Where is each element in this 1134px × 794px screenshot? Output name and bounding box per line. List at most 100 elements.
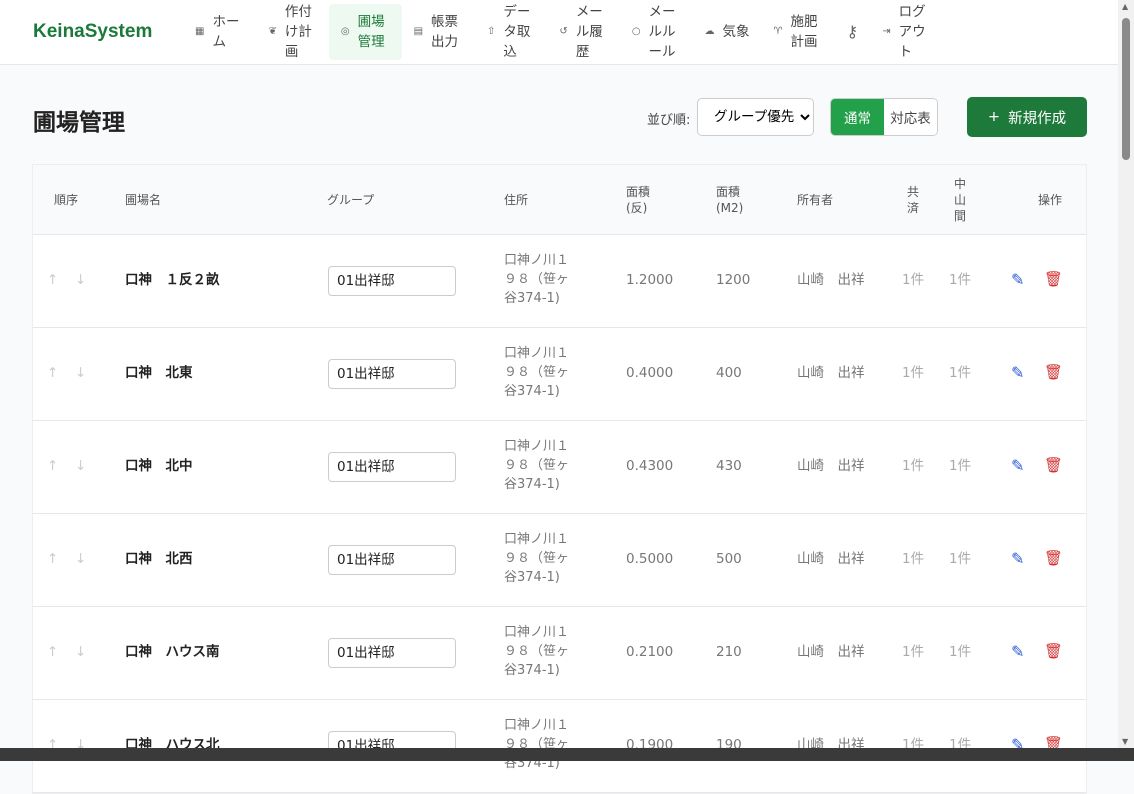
move-up-icon[interactable]: ↑ <box>47 551 59 567</box>
delete-trash-icon[interactable]: 🗑 <box>1044 549 1064 567</box>
delete-trash-icon[interactable]: 🗑 <box>1044 642 1064 660</box>
column-header: 面積 (M2) <box>716 185 744 215</box>
edit-pencil-icon[interactable]: ✎ <box>1011 270 1025 289</box>
nav-item-3[interactable]: ▤ 帳票出力 <box>402 4 475 60</box>
kyosai-count[interactable]: 1件 <box>902 644 925 660</box>
nav-item-7[interactable]: ☁ 気象 <box>693 4 762 60</box>
nav-item-0[interactable]: ▦ ホーム <box>183 4 256 60</box>
table-row: ↑ ↓ 口神 北中 01出祥邸 口神ノ川１９８（笹ヶ谷374-1) 0.4300… <box>33 421 1086 514</box>
view-normal-button[interactable]: 通常 <box>831 99 884 135</box>
table-header: 順序 圃場名 グループ 住所 面積 (反) 面積 (M2) 所有者 共 済 中 山 間 操作 <box>33 165 1086 235</box>
nav-item-4[interactable]: ⇧ データ取込 <box>475 4 547 60</box>
chusankan-count[interactable]: 1件 <box>949 551 972 567</box>
nav-item-9[interactable]: ⚷ <box>835 4 871 60</box>
brand-logo[interactable]: KeinaSystem <box>33 21 153 42</box>
nav-item-8[interactable]: ♈ 施肥計画 <box>762 4 835 60</box>
kyosai-count[interactable]: 1件 <box>902 458 925 474</box>
area-tan: 0.4300 <box>626 458 674 474</box>
move-down-icon[interactable]: ↓ <box>75 458 87 474</box>
view-mapping-button[interactable]: 対応表 <box>884 99 937 135</box>
sort-label: 並び順: <box>647 113 691 128</box>
group-input[interactable]: 01出祥邸 <box>328 545 456 575</box>
nav-label: 施肥計画 <box>790 14 818 50</box>
group-input[interactable]: 01出祥邸 <box>328 266 456 296</box>
owner: 山崎 出祥 <box>797 644 865 660</box>
area-m2: 500 <box>716 551 742 567</box>
sprout-icon: ♈ <box>773 26 783 37</box>
move-down-icon[interactable]: ↓ <box>75 365 87 381</box>
move-down-icon[interactable]: ↓ <box>75 272 87 288</box>
owner: 山崎 出祥 <box>797 458 865 474</box>
column-header: 所有者 <box>797 193 834 207</box>
kyosai-count[interactable]: 1件 <box>902 551 925 567</box>
edit-pencil-icon[interactable]: ✎ <box>1011 456 1025 475</box>
field-name[interactable]: 口神 １反２畝 <box>125 272 220 288</box>
nav-label: 圃場管理 <box>357 14 385 50</box>
owner: 山崎 出祥 <box>797 551 865 567</box>
kyosai-count[interactable]: 1件 <box>902 272 925 288</box>
chusankan-count[interactable]: 1件 <box>949 272 972 288</box>
field-name[interactable]: 口神 ハウス南 <box>125 644 220 660</box>
top-nav: KeinaSystem ▦ ホーム ❦ 作付け計画 ◎ 圃場管理 ▤ 帳票出力 ⇧ データ取込 ↺ メ… <box>0 0 1118 65</box>
nav-label: ログアウト <box>898 4 926 60</box>
nav-item-5[interactable]: ↺ メール履歴 <box>547 4 619 60</box>
scrollbar[interactable]: ▲ ▼ <box>1118 0 1134 748</box>
kyosai-count[interactable]: 1件 <box>902 365 925 381</box>
table-row: ↑ ↓ 口神 １反２畝 01出祥邸 口神ノ川１９８（笹ヶ谷374-1) 1.20… <box>33 235 1086 328</box>
edit-pencil-icon[interactable]: ✎ <box>1011 549 1025 568</box>
nav-item-2[interactable]: ◎ 圃場管理 <box>328 4 402 60</box>
nav-label: データ取込 <box>503 4 531 60</box>
sort-select[interactable]: グループ優先 <box>697 98 814 136</box>
column-header: 圃場名 <box>125 193 162 207</box>
nav-item-6[interactable]: ○ メールルール <box>620 4 693 60</box>
column-header: 共 済 <box>907 185 920 215</box>
column-header: 順序 <box>54 193 79 207</box>
field-name[interactable]: 口神 北東 <box>125 365 193 381</box>
new-create-button[interactable]: + 新規作成 <box>967 97 1087 137</box>
move-up-icon[interactable]: ↑ <box>47 644 59 660</box>
area-m2: 430 <box>716 458 742 474</box>
move-down-icon[interactable]: ↓ <box>75 551 87 567</box>
field-name[interactable]: 口神 北西 <box>125 551 193 567</box>
table-row: ↑ ↓ 口神 ハウス南 01出祥邸 口神ノ川１９８（笹ヶ谷374-1) 0.21… <box>33 607 1086 700</box>
nav-item-10[interactable]: ⇥ ログアウト <box>870 4 942 60</box>
chusankan-count[interactable]: 1件 <box>949 644 972 660</box>
move-down-icon[interactable]: ↓ <box>75 644 87 660</box>
column-header: 面積 (反) <box>626 185 651 215</box>
field-table: 順序 圃場名 グループ 住所 面積 (反) 面積 (M2) 所有者 共 済 中 山 間 操作 ↑ … <box>32 164 1087 794</box>
column-header: グループ <box>327 193 375 207</box>
address: 口神ノ川１９８（笹ヶ谷374-1) <box>504 718 570 771</box>
document-icon: ▤ <box>413 26 424 37</box>
address: 口神ノ川１９８（笹ヶ谷374-1) <box>504 253 570 306</box>
group-input[interactable]: 01出祥邸 <box>328 638 456 668</box>
grid-icon: ▦ <box>195 26 205 37</box>
group-input[interactable]: 01出祥邸 <box>328 452 456 482</box>
nav-label: 気象 <box>722 24 750 40</box>
leaf-icon: ❦ <box>268 26 277 37</box>
delete-trash-icon[interactable]: 🗑 <box>1044 363 1064 381</box>
move-down-icon[interactable]: ↓ <box>75 737 87 753</box>
new-create-label: 新規作成 <box>1008 110 1067 127</box>
area-m2: 210 <box>716 644 742 660</box>
chusankan-count[interactable]: 1件 <box>949 458 972 474</box>
group-input[interactable]: 01出祥邸 <box>328 359 456 389</box>
nav-item-1[interactable]: ❦ 作付け計画 <box>256 4 328 60</box>
map-pin-icon: ◎ <box>340 26 350 37</box>
nav-label: メール履歴 <box>575 4 603 60</box>
plus-icon: + <box>987 109 1001 125</box>
area-m2: 1200 <box>716 272 751 288</box>
move-up-icon[interactable]: ↑ <box>47 272 59 288</box>
move-up-icon[interactable]: ↑ <box>47 365 59 381</box>
key-icon: ⚷ <box>846 22 859 41</box>
delete-trash-icon[interactable]: 🗑 <box>1044 456 1064 474</box>
cloud-icon: ☁ <box>704 26 715 37</box>
chusankan-count[interactable]: 1件 <box>949 365 972 381</box>
delete-trash-icon[interactable]: 🗑 <box>1044 270 1064 288</box>
area-tan: 0.2100 <box>626 644 674 660</box>
area-tan: 1.2000 <box>626 272 674 288</box>
edit-pencil-icon[interactable]: ✎ <box>1011 642 1025 661</box>
move-up-icon[interactable]: ↑ <box>47 737 59 753</box>
move-up-icon[interactable]: ↑ <box>47 458 59 474</box>
field-name[interactable]: 口神 北中 <box>125 458 193 474</box>
edit-pencil-icon[interactable]: ✎ <box>1011 363 1025 382</box>
